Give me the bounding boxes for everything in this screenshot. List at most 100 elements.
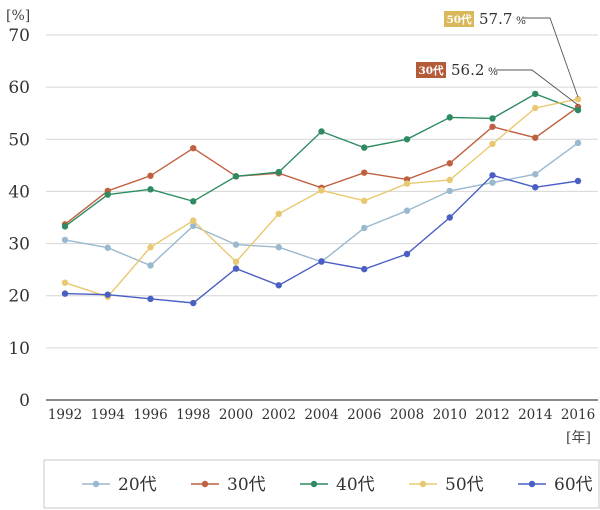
data-point: [104, 244, 111, 251]
y-tick-label: 20: [8, 287, 30, 307]
grid: 0 10 20 30 40 50 60 70: [8, 26, 598, 411]
legend-item: 60代: [518, 475, 593, 495]
legend-label: 20代: [118, 475, 157, 495]
data-point: [147, 295, 154, 303]
data-point: [532, 90, 539, 98]
y-tick-label: 40: [8, 182, 30, 202]
data-point: [275, 244, 282, 251]
data-point: [147, 172, 154, 179]
series-line: [64, 174, 579, 304]
axes: 1992 1994 1996 1998 2000 2002 2004 2006 2008 2010…: [48, 407, 595, 423]
data-point: [361, 224, 368, 232]
data-point: [232, 258, 240, 266]
callout-badge: [416, 62, 446, 78]
data-point: [446, 114, 453, 121]
data-point: [147, 262, 154, 269]
data-point: [361, 169, 368, 176]
series-line: [64, 142, 579, 267]
data-point: [318, 128, 325, 135]
data-point: [104, 291, 111, 298]
legend-marker: [528, 480, 536, 488]
data-point: [361, 144, 368, 151]
data-point: [489, 115, 496, 122]
data-point: [361, 265, 368, 273]
y-unit-label: [%]: [6, 8, 30, 24]
x-tick-label: 1998: [176, 407, 210, 423]
legend-item: 30代: [191, 475, 266, 495]
x-tick-label: 2012: [475, 407, 509, 423]
y-tick-label: 70: [8, 26, 30, 46]
data-point: [232, 265, 240, 272]
series-1: [61, 139, 582, 269]
data-point: [147, 186, 154, 193]
x-tick-label: 1992: [48, 407, 82, 423]
series-2: [61, 103, 582, 228]
x-tick-label: 2006: [347, 407, 381, 423]
data-point: [318, 187, 325, 194]
series-line: [64, 93, 579, 227]
data-point: [61, 223, 69, 230]
data-point: [403, 250, 411, 258]
data-point: [574, 106, 582, 114]
callout-badge-label: 30代: [418, 64, 444, 77]
data-point: [275, 168, 282, 176]
data-point: [446, 160, 453, 167]
data-point: [147, 244, 154, 251]
y-tick-label: 30: [8, 235, 30, 255]
data-point: [532, 104, 539, 112]
y-tick-label: 60: [8, 78, 30, 98]
data-point: [190, 144, 197, 152]
x-tick-label: 2002: [262, 407, 296, 423]
data-point: [232, 241, 240, 248]
data-point: [489, 140, 496, 148]
data-point: [489, 179, 496, 186]
legend-item: 20代: [82, 475, 157, 495]
x-unit-label: [年]: [566, 430, 591, 446]
callout-leader: [523, 17, 579, 98]
callout-value: 57.7: [479, 10, 512, 28]
data-point: [190, 222, 197, 230]
data-point: [489, 172, 496, 179]
data-point: [403, 136, 411, 143]
legend-marker: [201, 480, 209, 488]
series-4: [61, 95, 582, 300]
data-point: [361, 197, 368, 205]
callout-badge: [444, 11, 474, 27]
data-point: [61, 290, 69, 297]
data-point: [574, 177, 582, 185]
callout-1: 50代 57.7%: [444, 10, 579, 98]
data-point: [446, 214, 453, 221]
data-point: [318, 258, 325, 265]
legend-label: 60代: [554, 475, 593, 495]
callout-badge-label: 50代: [446, 13, 472, 26]
legend-item: 50代: [409, 475, 484, 495]
x-tick-label: 1996: [133, 407, 167, 423]
x-tick-label: 2014: [518, 407, 552, 423]
data-point: [532, 184, 539, 191]
legend-marker: [92, 480, 100, 488]
data-point: [190, 217, 197, 224]
legend-label: 50代: [445, 475, 484, 495]
x-tick-label: 2008: [390, 407, 424, 423]
data-point: [574, 95, 582, 103]
series-3: [61, 90, 582, 230]
data-point: [232, 173, 240, 180]
data-point: [61, 236, 69, 244]
x-tick-label: 1994: [91, 407, 125, 423]
legend-label: 30代: [227, 475, 266, 495]
y-tick-label: 10: [8, 339, 30, 359]
callout-layer: 50代 57.7 % 30代 56.2%: [416, 10, 579, 106]
data-point: [532, 171, 539, 178]
data-point: [532, 134, 539, 141]
callout-2: 30代 56.2%: [416, 61, 579, 106]
series-layer: [61, 90, 582, 307]
data-point: [190, 198, 197, 205]
data-point: [403, 180, 411, 187]
data-point: [275, 282, 282, 289]
data-point: [446, 176, 453, 184]
data-point: [190, 299, 197, 307]
data-point: [446, 187, 453, 195]
data-point: [104, 191, 111, 198]
x-tick-label: 2010: [433, 407, 467, 423]
